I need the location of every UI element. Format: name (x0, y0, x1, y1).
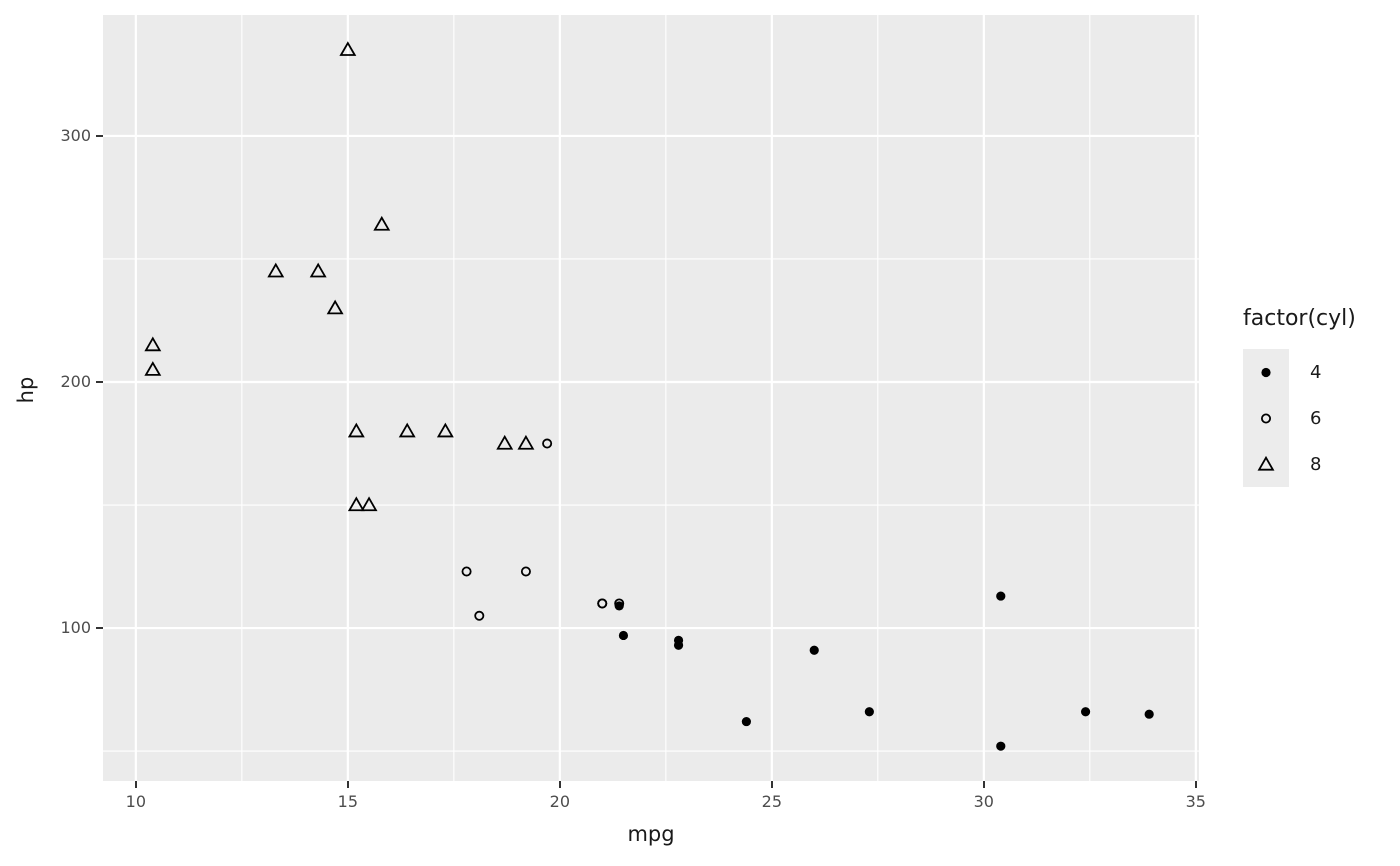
y-axis-title: hp (14, 376, 38, 404)
legend-key-8: 8 (1243, 441, 1356, 487)
x-tick-mark (1195, 781, 1197, 788)
x-tick-mark (983, 781, 985, 788)
legend-key-label: 6 (1310, 407, 1322, 429)
data-point (614, 601, 624, 611)
legend-keys: 4 6 8 (1243, 349, 1356, 487)
data-point (339, 41, 357, 56)
y-tick-mark (96, 381, 103, 383)
open-triangle-icon (1243, 441, 1289, 487)
data-point (1080, 707, 1091, 717)
x-tick-label: 10 (125, 792, 147, 811)
data-point (673, 635, 684, 645)
data-point (618, 630, 629, 641)
y-tick-mark (96, 627, 103, 629)
legend-key-label: 8 (1310, 453, 1322, 475)
data-point (864, 707, 874, 717)
data-point (496, 434, 514, 450)
legend-title: factor(cyl) (1243, 306, 1356, 331)
data-point (347, 496, 365, 512)
x-tick-mark (771, 781, 773, 788)
data-point (809, 645, 819, 655)
x-tick-mark (347, 781, 349, 788)
legend: factor(cyl) 4 6 8 (1243, 306, 1356, 487)
data-point (436, 422, 454, 438)
scatter-canvas (103, 15, 1199, 781)
data-point (520, 566, 531, 577)
data-point (517, 434, 535, 450)
x-axis-title: mpg (627, 822, 675, 846)
data-point (326, 299, 344, 315)
data-point (474, 610, 485, 621)
y-tick-label: 200 (60, 372, 91, 391)
data-point (347, 422, 365, 438)
legend-key-label: 4 (1310, 361, 1322, 383)
x-tick-label: 20 (549, 792, 570, 811)
x-tick-label: 15 (337, 792, 359, 811)
x-tick-mark (559, 781, 561, 788)
data-point (461, 566, 472, 577)
data-point (144, 336, 162, 352)
data-point (267, 262, 285, 278)
data-point (597, 598, 608, 609)
data-point (1257, 455, 1275, 471)
legend-key-4: 4 (1243, 349, 1356, 395)
y-tick-label: 100 (60, 618, 91, 638)
open-circle-icon (1243, 395, 1289, 441)
data-point (1261, 367, 1271, 378)
data-point (1261, 413, 1271, 424)
y-tick-label: 300 (60, 125, 91, 145)
data-point (542, 438, 553, 449)
y-tick-mark (96, 135, 103, 137)
x-tick-label: 30 (973, 792, 994, 811)
x-tick-label: 35 (1185, 792, 1206, 811)
data-point (996, 741, 1006, 751)
data-point (398, 422, 416, 438)
data-point (309, 262, 327, 278)
data-point (741, 716, 751, 727)
filled-circle-icon (1243, 349, 1289, 395)
legend-key-6: 6 (1243, 395, 1356, 441)
data-point (1144, 709, 1154, 719)
plot-panel (103, 15, 1199, 781)
data-point (996, 591, 1006, 601)
x-tick-label: 25 (761, 792, 782, 811)
data-point (360, 496, 378, 512)
data-point (373, 215, 391, 231)
x-tick-mark (135, 781, 137, 788)
data-point (144, 361, 162, 376)
